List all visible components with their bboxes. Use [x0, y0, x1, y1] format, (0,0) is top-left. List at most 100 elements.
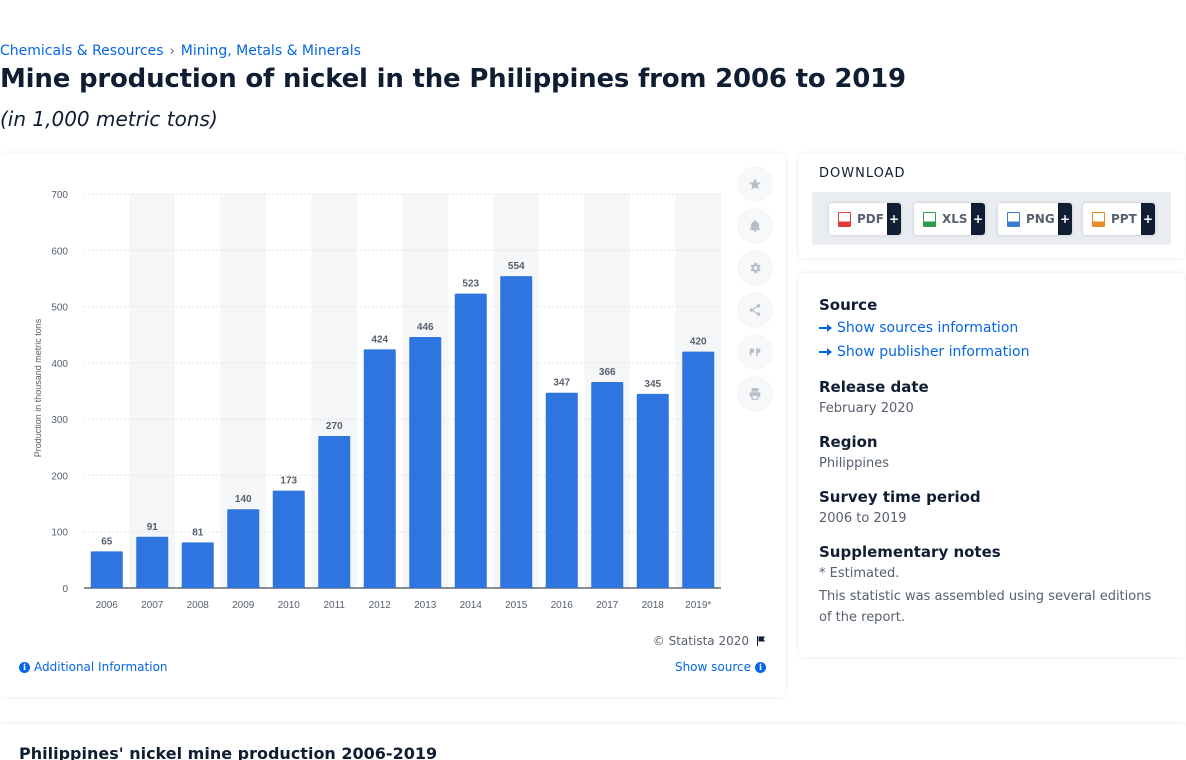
y-tick-label: 100	[51, 528, 68, 539]
breadcrumb-link-chemicals[interactable]: Chemicals & Resources	[0, 43, 164, 59]
download-pdf-button[interactable]: PDF +	[829, 203, 901, 235]
bell-icon	[749, 219, 761, 232]
description-title: Philippines' nickel mine production 2006…	[19, 744, 438, 760]
x-tick-label: 2019*	[685, 600, 711, 611]
arrow-right-icon	[819, 347, 832, 357]
bar	[591, 381, 624, 588]
ppt-file-icon	[1092, 211, 1105, 227]
chart-card: 0 100 200 300 400 500 600 700 Production in thou…	[0, 154, 785, 697]
plus-icon: +	[1058, 203, 1072, 235]
bar	[272, 490, 305, 588]
download-png-button[interactable]: PNG +	[998, 203, 1072, 235]
flag-icon[interactable]	[755, 635, 767, 647]
download-card: DOWNLOAD PDF + XLS + PNG + PPT +	[799, 154, 1185, 258]
download-xls-label: XLS	[942, 212, 968, 226]
data-label: 347	[553, 378, 570, 389]
x-tick-label: 2010	[278, 600, 301, 611]
data-label: 91	[147, 522, 159, 533]
bar	[318, 436, 351, 588]
release-date-label: Release date	[819, 378, 929, 396]
data-label: 366	[599, 367, 616, 378]
x-tick-label: 2018	[642, 600, 665, 611]
bar	[500, 276, 533, 588]
breadcrumb: Chemicals & Resources › Mining, Metals & M…	[0, 43, 361, 59]
y-tick-label: 700	[51, 190, 68, 201]
supplementary-note-estimated: * Estimated.	[819, 566, 900, 581]
share-button[interactable]	[739, 294, 771, 326]
breadcrumb-link-mining[interactable]: Mining, Metals & Minerals	[180, 43, 361, 59]
download-xls-button[interactable]: XLS +	[914, 203, 985, 235]
x-tick-label: 2011	[323, 600, 345, 611]
description-card: Philippines' nickel mine production 2006…	[0, 724, 1186, 760]
quote-icon	[749, 348, 761, 356]
bar	[682, 351, 715, 588]
y-tick-label: 400	[51, 359, 68, 370]
download-ppt-button[interactable]: PPT +	[1083, 203, 1155, 235]
bar	[636, 393, 669, 588]
statistic-info-card: Source Show sources information Show pub…	[799, 273, 1185, 657]
x-tick-label: 2009	[232, 600, 255, 611]
bar-chart: 0 100 200 300 400 500 600 700 Production in thou…	[33, 190, 721, 611]
x-tick-label: 2008	[187, 600, 210, 611]
settings-button[interactable]	[739, 252, 771, 284]
download-ppt-label: PPT	[1111, 212, 1137, 226]
print-icon	[749, 388, 761, 400]
png-file-icon	[1007, 211, 1020, 227]
xls-file-icon	[923, 211, 936, 227]
x-tick-label: 2012	[369, 600, 392, 611]
bar	[454, 293, 487, 588]
data-label: 424	[371, 334, 388, 345]
page-title: Mine production of nickel in the Philipp…	[0, 64, 906, 94]
bar	[545, 392, 578, 588]
source-label: Source	[819, 296, 878, 314]
show-source-label: Show source	[674, 660, 751, 674]
data-label: 81	[192, 527, 204, 538]
share-icon	[749, 304, 761, 316]
supplementary-note-text: This statistic was assembled using sever…	[819, 589, 1152, 625]
x-tick-label: 2013	[414, 600, 437, 611]
y-tick-label: 300	[51, 415, 68, 426]
release-date-value: February 2020	[819, 401, 914, 416]
data-label: 173	[280, 476, 297, 487]
show-sources-label: Show sources information	[837, 320, 1019, 336]
x-tick-label: 2007	[141, 600, 164, 611]
bar	[363, 349, 396, 588]
download-png-label: PNG	[1026, 212, 1055, 226]
favorite-button[interactable]	[739, 168, 771, 200]
data-label: 446	[417, 322, 434, 333]
notification-button[interactable]	[739, 210, 771, 242]
bar	[227, 509, 260, 588]
show-publisher-link[interactable]: Show publisher information	[819, 344, 1029, 360]
x-tick-label: 2015	[505, 600, 528, 611]
chart-toolbar	[739, 168, 771, 420]
data-label: 420	[690, 337, 707, 348]
star-icon	[749, 178, 761, 190]
x-tick-label: 2017	[596, 600, 619, 611]
x-tick-label: 2016	[551, 600, 574, 611]
column-stripe	[129, 194, 175, 588]
copyright-text: © Statista 2020	[652, 634, 749, 648]
data-label: 140	[235, 494, 252, 505]
download-pdf-label: PDF	[857, 212, 884, 226]
data-label: 523	[462, 279, 479, 290]
x-tick-label: 2006	[96, 600, 119, 611]
show-source-link[interactable]: Show source i	[675, 660, 766, 674]
cite-button[interactable]	[739, 336, 771, 368]
download-bar: PDF + XLS + PNG + PPT +	[812, 192, 1171, 245]
additional-information-link[interactable]: i Additional Information	[19, 660, 168, 674]
data-label: 65	[101, 536, 113, 547]
y-tick-label: 0	[62, 584, 68, 595]
breadcrumb-separator: ›	[169, 44, 175, 59]
bar	[136, 536, 169, 588]
print-button[interactable]	[739, 378, 771, 410]
info-icon: i	[755, 661, 766, 673]
y-tick-label: 600	[51, 246, 68, 257]
data-label: 345	[644, 379, 661, 390]
show-sources-link[interactable]: Show sources information	[819, 320, 1018, 336]
region-label: Region	[819, 433, 878, 451]
pdf-file-icon	[838, 211, 851, 227]
y-tick-label: 500	[51, 303, 68, 314]
data-label: 270	[326, 421, 343, 432]
supplementary-notes-label: Supplementary notes	[819, 543, 1001, 561]
survey-period-label: Survey time period	[819, 488, 981, 506]
